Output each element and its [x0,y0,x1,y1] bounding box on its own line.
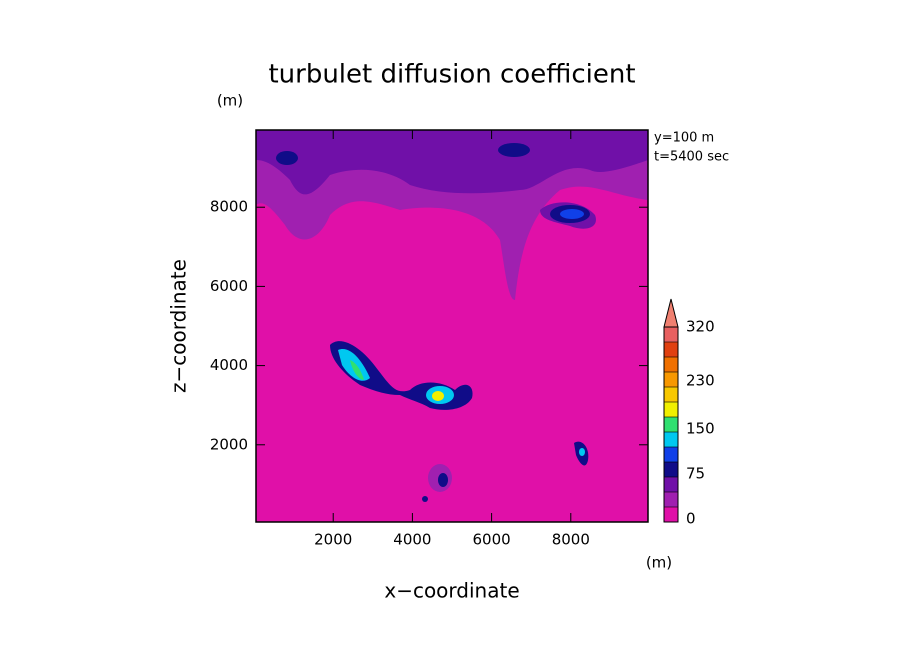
y-tick-label: 4000 [210,356,248,374]
colorbar-band [664,462,678,477]
colorbar-tick-label: 75 [686,465,705,483]
colorbar-band [664,417,678,432]
x-tick-label: 6000 [473,531,511,549]
colorbar-band [664,447,678,462]
contour-field [256,130,648,522]
colorbar-extension [663,298,679,328]
contour-region [276,151,298,165]
colorbar-tick-label: 230 [686,372,715,390]
contour-region [350,360,364,380]
y-tick-label: 6000 [210,277,248,295]
x-tick-label: 2000 [314,531,352,549]
colorbar-tick-label: 0 [686,510,696,528]
y-axis-label: z−coordinate [167,259,191,393]
colorbar-band [664,327,678,342]
contour-region [256,130,648,195]
colorbar-band [664,402,678,417]
x-tick-label: 4000 [393,531,431,549]
contour-region [560,209,584,219]
y-unit: (m) [217,92,243,110]
chart-title: turbulet diffusion coefficient [268,60,635,90]
annotation: t=5400 sec [654,150,729,165]
y-tick-label: 8000 [210,198,248,216]
colorbar-tick-label: 150 [686,420,715,438]
contour-region [432,391,444,401]
colorbar-band [664,372,678,387]
colorbar-band [664,342,678,357]
contour-region [422,496,428,502]
contour-region [498,143,530,157]
contour-region [438,473,448,487]
x-axis-label: x−coordinate [384,579,519,603]
colorbar-band [664,507,678,522]
plot-frame [255,129,649,523]
x-unit: (m) [646,554,672,572]
colorbar-band [664,477,678,492]
colorbar-band [664,492,678,507]
y-tick-label: 2000 [210,435,248,453]
contour-region [579,448,585,456]
colorbar-band [664,357,678,372]
annotation: y=100 m [654,131,714,146]
colorbar-band [664,432,678,447]
x-tick-label: 8000 [552,531,590,549]
colorbar-band [664,387,678,402]
colorbar-tick-label: 320 [686,318,715,336]
